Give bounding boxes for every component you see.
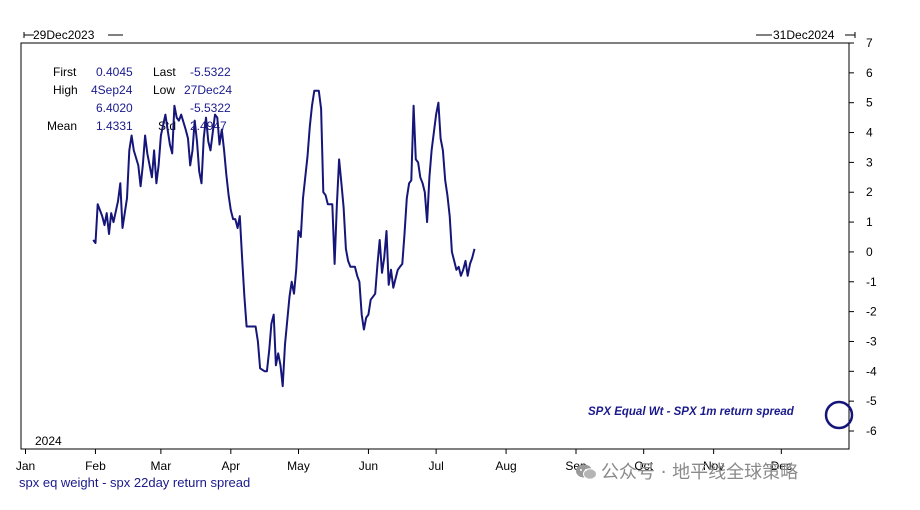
x-tick-label: Dec [771, 459, 792, 473]
stats-high-value: 6.4020 [96, 101, 133, 115]
x-tick-label: Feb [85, 459, 106, 473]
stats-first-label: First [53, 65, 77, 79]
wechat-icon [576, 464, 597, 480]
start-date-label: 29Dec2023 [33, 28, 95, 42]
series-annotation: SPX Equal Wt - SPX 1m return spread [588, 406, 795, 418]
stats-last-value: -5.5322 [190, 65, 231, 79]
stats-last-label: Last [153, 65, 176, 79]
stats-low-date: 27Dec24 [184, 83, 232, 97]
x-tick-label: May [287, 459, 310, 473]
y-tick-label: -3 [866, 334, 877, 348]
year-label: 2024 [35, 434, 62, 448]
start-date-marker: 29Dec2023 [23, 28, 123, 42]
footer-caption: spx eq weight - spx 22day return spread [19, 475, 251, 490]
y-tick-label: -4 [866, 364, 877, 378]
y-tick-label: 0 [866, 245, 873, 259]
y-tick-label: 3 [866, 155, 873, 169]
y-tick-label: 2 [866, 185, 873, 199]
watermark-text: 公众号 · 地平线全球策略 [601, 462, 799, 483]
y-tick-label: 4 [866, 126, 873, 140]
end-date-marker: 31Dec2024 [756, 28, 856, 42]
y-axis: 7 6 5 4 3 2 1 0 -1 -2 -3 -4 -5 -6 [849, 36, 877, 438]
y-tick-label: -5 [866, 394, 877, 408]
stats-first-value: 0.4045 [96, 65, 133, 79]
stats-mean-value: 1.4331 [96, 119, 133, 133]
x-tick-label: Jul [428, 459, 443, 473]
stats-high-label: High [53, 83, 78, 97]
x-tick-label: Mar [151, 459, 172, 473]
x-tick-label: Aug [495, 459, 516, 473]
end-date-label: 31Dec2024 [773, 28, 835, 42]
plot-frame [20, 42, 850, 450]
x-axis: Jan Feb Mar Apr May Jun Jul Aug Sep Oct Nov Dec [16, 449, 792, 473]
y-tick-label: -2 [866, 305, 877, 319]
series-line [92, 89, 476, 388]
x-tick-label: Oct [634, 459, 653, 473]
x-tick-label: Apr [221, 459, 240, 473]
y-tick-label: 6 [866, 66, 873, 80]
y-tick-label: 5 [866, 96, 873, 110]
y-tick-label: 7 [866, 36, 873, 50]
y-tick-label: -6 [866, 424, 877, 438]
latest-value-marker [824, 400, 854, 430]
x-tick-label: Nov [703, 459, 724, 473]
y-tick-label: -1 [866, 275, 877, 289]
series-layer [92, 89, 476, 388]
stats-box: First 0.4045 Last -5.5322 High 4Sep24 Lo… [47, 65, 232, 133]
x-tick-label: Jun [359, 459, 378, 473]
stats-low-value: -5.5322 [190, 101, 231, 115]
y-tick-label: 1 [866, 215, 873, 229]
stats-low-label: Low [153, 83, 175, 97]
watermark: 公众号 · 地平线全球策略 [575, 458, 798, 484]
stats-mean-label: Mean [47, 119, 77, 133]
stats-high-date: 4Sep24 [91, 83, 133, 97]
x-tick-label: Jan [16, 459, 35, 473]
